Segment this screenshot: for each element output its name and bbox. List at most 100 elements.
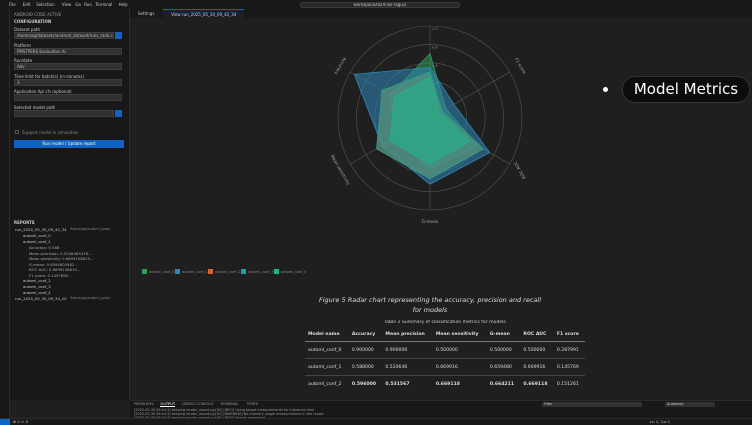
status-item[interactable]: Ln 1, Col 1: [650, 419, 671, 424]
tree-item[interactable]: automl_conf_1: [23, 239, 51, 244]
table-cell: automl_conf_2: [308, 381, 342, 387]
menu-item[interactable]: View: [61, 2, 72, 7]
tree-item[interactable]: automl_conf_2: [23, 278, 51, 283]
axis-label: Accuracy: [333, 57, 347, 77]
tree-item[interactable]: automl_conf_4: [23, 290, 51, 295]
command-center[interactable]: workspace2024-ios-ragui2: [300, 1, 460, 8]
bullet: [603, 87, 608, 92]
table-cell: 0.588000: [351, 364, 374, 370]
axis-label: G-mean: [422, 219, 439, 224]
checkbox-label: Support model in simulation: [22, 130, 79, 135]
tree-item[interactable]: G-mean: 0.6594803482...: [29, 261, 78, 267]
radar-series: [389, 75, 471, 165]
overlay-label: Model Metrics: [622, 76, 750, 103]
table-cell: 0.500000: [489, 347, 512, 353]
table-cell: 0.500000: [523, 347, 546, 353]
menu-item[interactable]: Go: [75, 2, 81, 7]
run-button[interactable]: Run model / Update report: [14, 140, 124, 148]
column-header: Mean sensitivity: [432, 328, 487, 342]
panel-tab[interactable]: TERMINAL: [220, 402, 239, 406]
tree-item[interactable]: run_2025_05_30_09_34_20: [15, 296, 67, 301]
table-row: automl_conf_0 0.900000 0.900000 0.500000 0.5…: [305, 342, 585, 359]
tab-bar: Settings View run_2025_05_30_09_42_34: [130, 9, 752, 18]
reports-header[interactable]: REPORTS: [14, 220, 35, 225]
log-line: [2025-05-30 09:44:3] keeping render_repo…: [134, 408, 315, 412]
table-cell: 0.664211: [489, 381, 515, 387]
output-dropdown[interactable]: Autokeep: [665, 402, 715, 407]
menu-item[interactable]: Edit: [22, 2, 31, 7]
column-header: F1 score: [553, 328, 585, 342]
table-row: automl_conf_1 0.588000 0.520646 0.669916 0.6…: [305, 359, 585, 376]
legend-label: automl_conf_0: [149, 270, 175, 274]
legend-label: automl_conf_3: [248, 270, 274, 274]
menu-item[interactable]: Selection: [36, 2, 55, 7]
filter-input[interactable]: Filter: [542, 402, 642, 407]
browse-button[interactable]: [115, 109, 122, 117]
text-input[interactable]: Adv: [14, 63, 122, 70]
column-header: Accuracy: [348, 328, 383, 342]
panel: Filter Autokeep PROBLEMS OUTPUT DEBUG CONS…: [130, 400, 752, 418]
status-bar: ⊗ 0 ⚠ 0 Ln 1, Col 1: [0, 418, 752, 425]
column-header: Mean precision: [382, 328, 433, 342]
table-cell: 0.287991: [556, 347, 579, 353]
text-input[interactable]: PMSTPERS Evaluation AI: [14, 47, 122, 55]
field-label: Platform: [14, 42, 31, 48]
legend-swatch: [175, 269, 180, 274]
tree-item[interactable]: F1 score: 0.1457695...: [29, 272, 72, 278]
table-cell: automl_conf_0: [308, 347, 342, 353]
table-cell: 0.531567: [385, 381, 410, 387]
caption-line: for models: [412, 306, 448, 314]
legend-swatch: [208, 269, 213, 274]
menu-item[interactable]: Run: [84, 2, 92, 7]
tree-note: /home/ag/automl_graphs/...: [69, 296, 110, 300]
text-input[interactable]: 3: [14, 78, 122, 86]
legend-swatch: [274, 269, 279, 274]
panel-tab[interactable]: PORTS: [246, 402, 259, 406]
column-header: ROC AUC: [520, 328, 554, 342]
table-cell: 0.669916: [435, 364, 458, 370]
menu-item[interactable]: File: [9, 2, 16, 7]
tree-note: /home/ag/automl_graphs/...: [69, 227, 110, 231]
editor-tab[interactable]: View run_2025_05_30_09_42_34: [163, 9, 245, 18]
tree-item[interactable]: Mean sensitivity: 0.6699158819...: [29, 256, 94, 261]
table-cell: 0.669118: [435, 381, 460, 387]
table-cell: 0.669118: [523, 381, 548, 387]
table-cell: 0.151261: [556, 381, 579, 387]
legend-label: automl_conf_4: [281, 270, 307, 274]
editor-tab[interactable]: Settings: [130, 9, 164, 18]
legend-swatch: [142, 269, 147, 274]
checkbox[interactable]: [15, 130, 19, 134]
tree-item[interactable]: ROC AUC: 0.6699158819...: [29, 267, 81, 272]
text-input[interactable]: [14, 109, 114, 117]
r-tick-label: 0.6: [432, 64, 438, 68]
caption-line: Figure 5 Radar chart representing the ac…: [318, 296, 542, 304]
menu-item[interactable]: Help: [118, 2, 128, 7]
metrics-table: Model name Accuracy Mean precision Mean sen…: [305, 328, 585, 392]
legend-swatch: [241, 269, 246, 274]
remote-indicator[interactable]: [0, 419, 10, 425]
panel-tab[interactable]: PROBLEMS: [134, 402, 154, 406]
tree-item[interactable]: Mean precision: 0.5206463478...: [29, 250, 92, 256]
tree-item[interactable]: automl_conf_3: [23, 284, 51, 289]
status-item[interactable]: ⊗ 0 ⚠ 0: [13, 419, 29, 424]
panel-tab[interactable]: OUTPUT: [160, 402, 176, 407]
field-label: Dataset path: [14, 27, 41, 32]
panel-tab[interactable]: DEBUG CONSOLE: [182, 402, 214, 406]
browse-button[interactable]: [115, 32, 122, 39]
table-cell: 0.145769: [556, 364, 579, 370]
tree-item[interactable]: run_2025_05_30_09_42_34: [15, 227, 67, 232]
table-cell: 0.596000: [351, 381, 377, 387]
table-cell: 0.500000: [435, 347, 458, 353]
text-input[interactable]: [14, 94, 122, 101]
table-cell: 0.669916: [523, 364, 546, 370]
sidebar-header: ANDROID CODE ACTIVE: [14, 12, 62, 17]
menu-item[interactable]: Terminal: [95, 2, 113, 7]
table-row: automl_conf_2 0.596000 0.531567 0.669118 0.6…: [305, 376, 585, 393]
section-title[interactable]: CONFIGURATION: [14, 19, 52, 24]
tree-item[interactable]: automl_conf_0: [23, 233, 51, 238]
figure-caption: Figure 5 Radar chart representing the ac…: [280, 295, 580, 315]
text-input[interactable]: /home/ag/datasets/android_dataset/runs_r…: [14, 32, 114, 39]
tree-item[interactable]: Accuracy: 0.588: [29, 245, 60, 250]
sidebar: ANDROID CODE ACTIVE CONFIGURATION Suppor…: [10, 9, 130, 400]
r-tick-label: 0.8: [432, 45, 438, 49]
